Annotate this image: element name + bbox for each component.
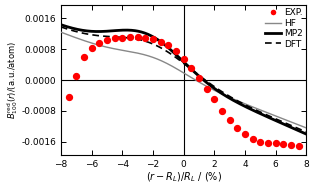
Point bbox=[219, 109, 225, 112]
Point bbox=[227, 118, 232, 121]
Point bbox=[181, 57, 186, 60]
Point bbox=[296, 144, 301, 147]
Legend: EXP., HF, MP2, DFT: EXP., HF, MP2, DFT bbox=[264, 8, 304, 50]
Point bbox=[104, 39, 109, 42]
Point bbox=[212, 98, 217, 101]
Point bbox=[196, 77, 201, 80]
Point bbox=[112, 37, 117, 40]
Point bbox=[74, 75, 79, 78]
Point bbox=[127, 35, 133, 38]
Point bbox=[242, 132, 247, 136]
Point bbox=[289, 143, 294, 146]
Point bbox=[204, 87, 209, 90]
Point bbox=[158, 40, 163, 43]
Point bbox=[97, 42, 102, 45]
Point bbox=[89, 47, 94, 50]
Point bbox=[281, 142, 286, 145]
Point bbox=[235, 126, 240, 129]
Point bbox=[189, 66, 194, 69]
X-axis label: $(r - R_L)/R_L$ / (%): $(r - R_L)/R_L$ / (%) bbox=[145, 170, 222, 184]
Point bbox=[143, 36, 148, 39]
Point bbox=[150, 37, 155, 40]
Point bbox=[166, 44, 171, 47]
Point bbox=[173, 50, 178, 53]
Point bbox=[135, 35, 140, 38]
Point bbox=[120, 36, 125, 39]
Point bbox=[66, 96, 71, 99]
Point bbox=[273, 142, 278, 145]
Point bbox=[258, 140, 263, 143]
Y-axis label: $B^{\mathrm{red}}_{100}(r)$/(a.u./atom): $B^{\mathrm{red}}_{100}(r)$/(a.u./atom) bbox=[5, 41, 20, 119]
Point bbox=[265, 141, 270, 144]
Point bbox=[250, 138, 255, 141]
Point bbox=[81, 55, 86, 58]
